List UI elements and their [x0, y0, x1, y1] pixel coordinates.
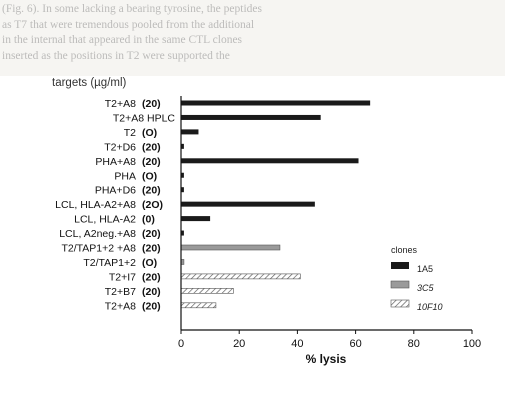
background-article-text: (Fig. 6). In some lacking a bearing tyro…	[0, 0, 505, 78]
x-tick-label: 100	[463, 338, 481, 350]
concentration-label: (2O)	[142, 199, 163, 211]
chart-background	[0, 76, 505, 394]
category-label: LCL, A2neg.+A8	[59, 228, 136, 240]
legend-title: clones	[391, 245, 418, 255]
category-label: T2+A8 HPLC	[113, 112, 176, 124]
concentration-label: (20)	[142, 185, 161, 197]
bar-10f10-13	[180, 288, 234, 294]
bar-1a5-4	[181, 158, 359, 164]
legend-swatch-3c5	[390, 280, 410, 289]
legend-label-3c5: 3C5	[417, 283, 435, 293]
background-text-line: (Fig. 6). In some lacking a bearing tyro…	[2, 3, 262, 15]
bar-1a5-2	[181, 129, 199, 135]
category-label: PHA	[114, 170, 136, 182]
x-tick-label: 20	[233, 338, 245, 350]
category-label: T2+A8	[105, 300, 136, 312]
background-text-line: inserted as the positions in T2 were sup…	[2, 49, 230, 62]
category-label: T2+B7	[105, 286, 136, 298]
concentration-label: (20)	[142, 300, 161, 312]
bar-1a5-1	[181, 114, 321, 120]
concentration-label: (20)	[142, 243, 161, 255]
concentration-label: (O)	[142, 257, 157, 269]
category-label: T2	[124, 127, 136, 139]
category-label: PHA+A8	[95, 156, 136, 168]
concentration-label: (20)	[142, 228, 161, 240]
concentration-label: (O)	[142, 127, 157, 139]
category-label: PHA+D6	[95, 185, 136, 197]
category-label: T2+A8	[105, 98, 136, 110]
bar-1a5-6	[181, 187, 184, 193]
bar-10f10-12	[180, 273, 301, 280]
concentration-label: (0)	[142, 214, 155, 226]
legend-swatch-1a5	[391, 262, 409, 269]
x-ticks-group: 0 20 40 60 80 100	[178, 330, 481, 350]
x-tick-label: 80	[408, 338, 420, 350]
concentration-label: (20)	[142, 271, 161, 283]
bar-1a5-7	[181, 201, 315, 207]
category-label: LCL, HLA-A2+A8	[55, 199, 136, 211]
legend: clones 1A5 3C5 10F10	[390, 245, 443, 312]
category-label: LCL, HLA-A2	[74, 214, 136, 226]
x-axis-title: % lysis	[306, 352, 347, 366]
background-text-line: as T7 that were tremendous pooled from t…	[2, 18, 255, 31]
bar-1a5-5	[181, 172, 184, 178]
bars-group	[180, 100, 371, 309]
category-label: T2+D6	[104, 141, 136, 153]
concentration-label: (20)	[142, 141, 161, 153]
category-label: T2/TAP1+2 +A8	[61, 243, 136, 255]
bar-1a5-8	[181, 216, 211, 222]
legend-swatch-10f10	[390, 299, 410, 308]
background-text-line: in the internal that appeared in the sam…	[2, 34, 243, 46]
x-tick-label: 60	[349, 338, 361, 350]
bar-1a5-3	[181, 143, 184, 149]
x-tick-label: 40	[291, 338, 303, 350]
category-label: T2/TAP1+2	[83, 257, 136, 269]
x-tick-label: 0	[178, 338, 184, 350]
concentration-label: (20)	[142, 286, 161, 298]
legend-label-1a5: 1A5	[417, 264, 433, 274]
concentration-label: (O)	[142, 170, 157, 182]
bar-10f10-14	[180, 302, 217, 309]
bar-1a5-9	[181, 230, 184, 236]
bar-3c5-10	[180, 244, 281, 251]
category-label: T2+I7	[109, 271, 136, 283]
concentration-label: (20)	[142, 156, 161, 168]
concentration-label: (20)	[142, 98, 161, 110]
legend-label-10f10: 10F10	[417, 302, 443, 312]
bar-1a5-0	[181, 100, 371, 106]
category-labels-group: T2+A8 (20) T2+A8 HPLC T2 (O) T2+D6 (20) PHA+A8 (…	[55, 98, 175, 312]
y-axis-title: targets (µg/ml)	[52, 77, 127, 89]
